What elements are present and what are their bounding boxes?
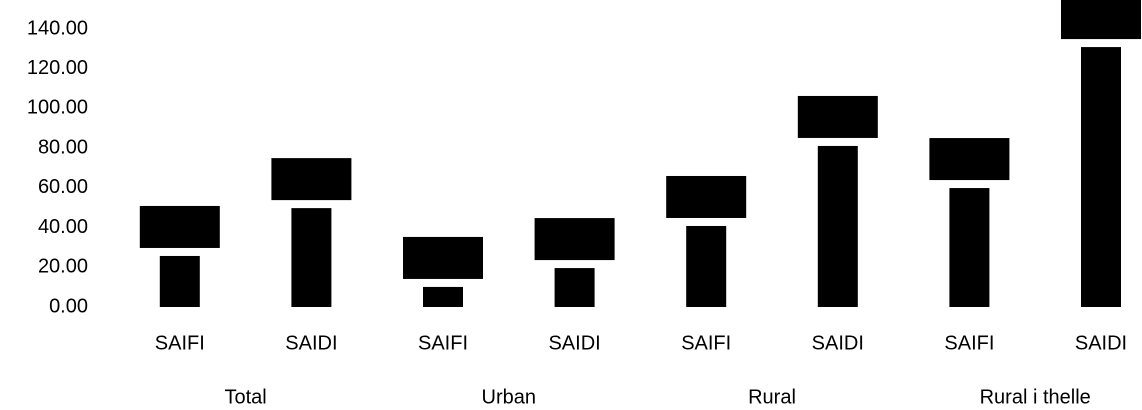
- redacted-label: [666, 175, 747, 218]
- y-tick-label: 0.00: [49, 295, 88, 317]
- x-tick-label: SAIDI: [548, 332, 600, 354]
- y-tick-label: 140.00: [27, 17, 88, 39]
- redacted-label: [1061, 0, 1141, 40]
- bar: [817, 145, 858, 307]
- bar: [686, 225, 727, 307]
- x-tick-label: SAIDI: [812, 332, 864, 354]
- group-label: Total: [224, 386, 266, 408]
- x-tick-label: SAIFI: [681, 332, 731, 354]
- redacted-label: [797, 95, 878, 138]
- x-tick-label: SAIDI: [1075, 332, 1127, 354]
- y-tick-label: 40.00: [38, 216, 88, 238]
- group-label: Rural: [748, 386, 796, 408]
- y-tick-label: 60.00: [38, 176, 88, 198]
- redacted-label: [929, 138, 1010, 181]
- redacted-label: [271, 158, 352, 201]
- x-tick-label: SAIFI: [944, 332, 994, 354]
- bar: [554, 268, 595, 307]
- bar: [423, 286, 463, 307]
- bar: [291, 208, 332, 307]
- x-tick-label: SAIDI: [285, 332, 337, 354]
- x-tick-label: SAIFI: [418, 332, 468, 354]
- redacted-label: [139, 205, 220, 248]
- y-tick-label: 120.00: [27, 57, 88, 79]
- group-label: Urban: [482, 386, 536, 408]
- redacted-label: [534, 218, 615, 261]
- y-tick-label: 80.00: [38, 136, 88, 158]
- y-tick-label: 100.00: [27, 97, 88, 119]
- y-tick-label: 20.00: [38, 256, 88, 278]
- redacted-label: [403, 236, 483, 279]
- bar: [1081, 47, 1121, 307]
- group-label: Rural i thelle: [980, 386, 1091, 408]
- bar: [159, 255, 200, 307]
- bar: [949, 188, 990, 307]
- x-tick-label: SAIFI: [155, 332, 205, 354]
